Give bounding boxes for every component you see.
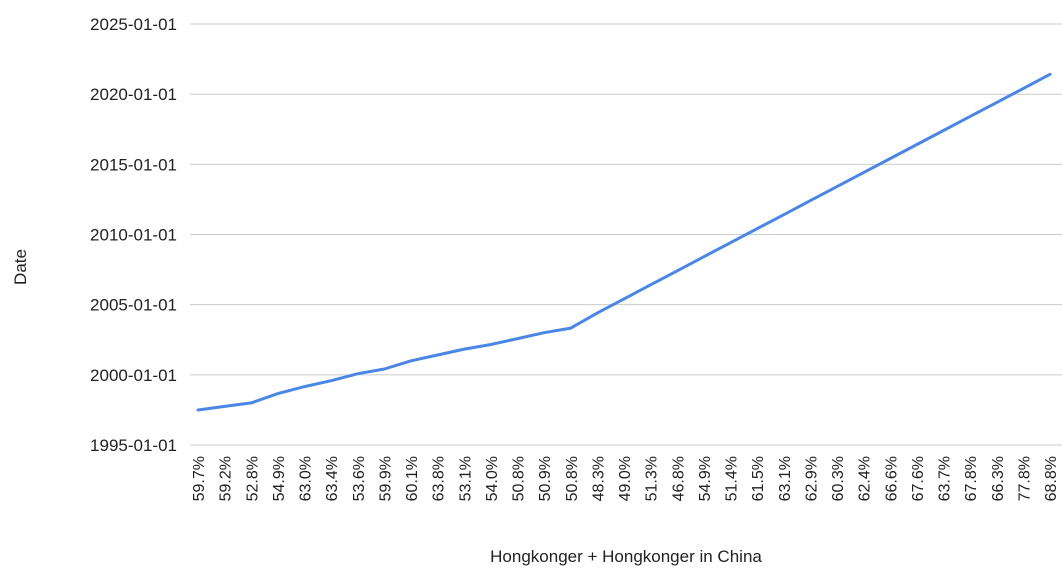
x-tick-label: 59.7% xyxy=(191,456,208,501)
x-axis-title: Hongkonger + Hongkonger in China xyxy=(490,547,762,566)
x-tick-label: 67.6% xyxy=(910,456,927,501)
x-tick-label: 63.0% xyxy=(298,456,315,501)
y-tick-label: 1995-01-01 xyxy=(90,436,177,455)
x-tick-label: 54.9% xyxy=(271,456,288,501)
y-tick-label: 2010-01-01 xyxy=(90,226,177,245)
x-tick-label: 63.4% xyxy=(324,456,341,501)
x-tick-label: 77.8% xyxy=(1016,456,1033,501)
x-tick-label: 67.8% xyxy=(963,456,980,501)
x-tick-label: 51.3% xyxy=(644,456,661,501)
y-tick-label: 2000-01-01 xyxy=(90,366,177,385)
y-tick-label: 2005-01-01 xyxy=(90,296,177,315)
y-axis-ticks: 1995-01-01 2000-01-01 2005-01-01 2010-01-01… xyxy=(90,15,177,455)
x-tick-label: 59.2% xyxy=(218,456,235,501)
x-tick-label: 50.8% xyxy=(564,456,581,501)
x-tick-label: 53.1% xyxy=(457,456,474,501)
y-tick-label: 2025-01-01 xyxy=(90,15,177,34)
x-tick-label: 63.7% xyxy=(937,456,954,501)
x-tick-label: 63.8% xyxy=(431,456,448,501)
x-tick-label: 50.8% xyxy=(511,456,528,501)
x-axis-ticks: 59.7% 59.2% 52.8% 54.9% 63.0% 63.4% 53.6% 59.9%… xyxy=(191,456,1060,501)
x-tick-label: 60.1% xyxy=(404,456,421,501)
x-tick-label: 62.9% xyxy=(803,456,820,501)
x-tick-label: 54.9% xyxy=(697,456,714,501)
x-tick-label: 51.4% xyxy=(724,456,741,501)
x-tick-label: 61.5% xyxy=(750,456,767,501)
series-line xyxy=(196,72,1052,412)
grid-lines xyxy=(190,23,1062,446)
x-tick-label: 68.8% xyxy=(1043,456,1060,501)
x-tick-label: 60.3% xyxy=(830,456,847,501)
x-tick-label: 66.6% xyxy=(883,456,900,501)
x-tick-label: 62.4% xyxy=(857,456,874,501)
y-tick-label: 2015-01-01 xyxy=(90,155,177,174)
x-tick-label: 59.9% xyxy=(377,456,394,501)
x-tick-label: 50.9% xyxy=(537,456,554,501)
x-tick-label: 49.0% xyxy=(617,456,634,501)
x-tick-label: 53.6% xyxy=(351,456,368,501)
series-layer xyxy=(196,72,1052,412)
x-tick-label: 54.0% xyxy=(484,456,501,501)
x-tick-label: 48.3% xyxy=(590,456,607,501)
y-tick-label: 2020-01-01 xyxy=(90,85,177,104)
x-tick-label: 63.1% xyxy=(777,456,794,501)
x-tick-label: 52.8% xyxy=(244,456,261,501)
y-axis-title: Date xyxy=(11,249,30,285)
x-tick-label: 66.3% xyxy=(990,456,1007,501)
x-tick-label: 46.8% xyxy=(670,456,687,501)
